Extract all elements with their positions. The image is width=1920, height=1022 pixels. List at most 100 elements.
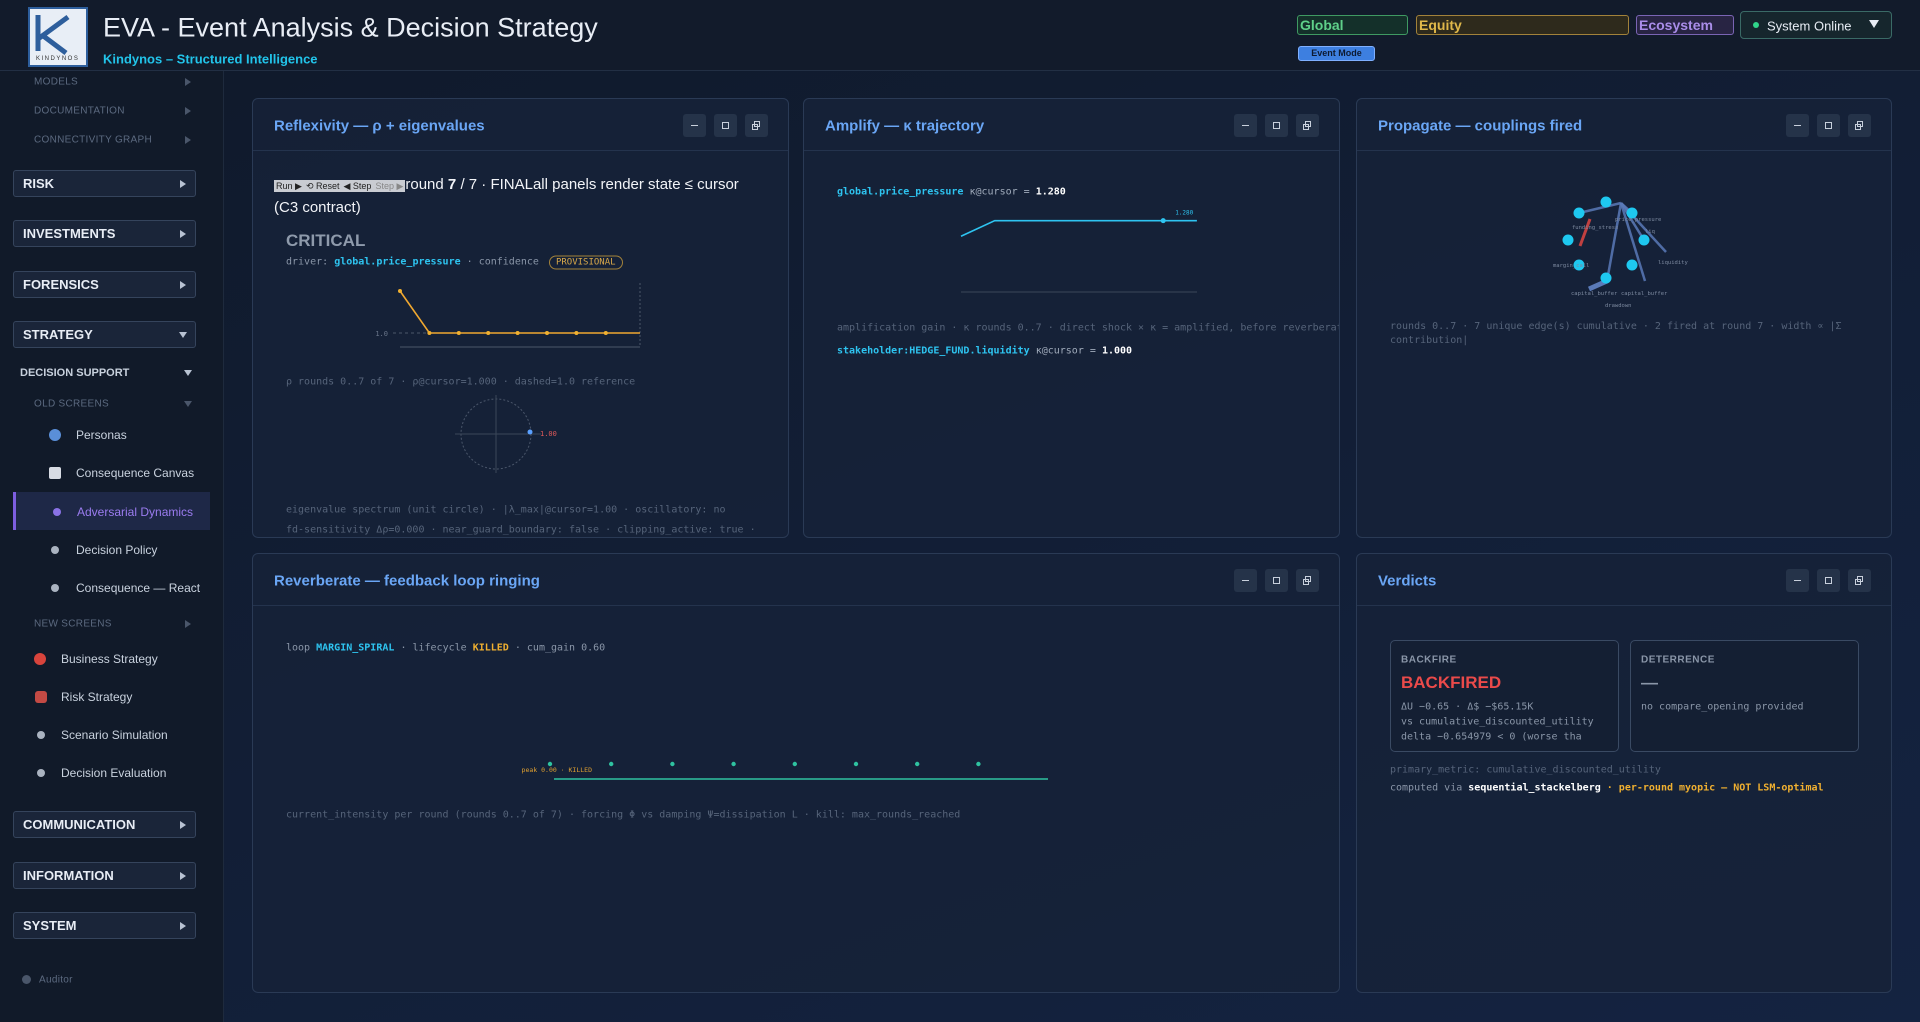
tab-global[interactable]: Global (1297, 15, 1408, 35)
nav-item[interactable]: Personas (76, 428, 127, 442)
nav-section[interactable]: INFORMATION (13, 862, 196, 889)
control-button[interactable]: Run ▶ (274, 180, 304, 192)
nav-arrow (180, 180, 186, 188)
panel: Amplify — κ trajectory global.price_pres… (803, 98, 1340, 538)
driver: global.price_pressure (334, 256, 461, 268)
intensity-dot (792, 761, 797, 767)
button-icon (1303, 124, 1309, 130)
nav-item[interactable]: Risk Strategy (61, 690, 133, 704)
nav-item[interactable]: Adversarial Dynamics (77, 505, 194, 519)
nav-section[interactable]: RISK (13, 170, 196, 197)
nav-item[interactable]: Business Strategy (61, 652, 158, 666)
nav-item[interactable]: Decision Policy (76, 543, 158, 557)
card-verdict: BACKFIRED (1401, 673, 1502, 692)
intensity-dot (915, 761, 920, 767)
status-box[interactable]: System Online (1740, 11, 1892, 39)
panel-button-min[interactable] (1786, 114, 1809, 137)
button-icon (1303, 579, 1309, 585)
nav-item[interactable]: Decision Evaluation (61, 766, 167, 780)
panel-button-min[interactable] (1234, 114, 1257, 137)
severity: CRITICAL (286, 231, 366, 250)
cursor-value: 1.280 (1035, 186, 1066, 198)
nav-link[interactable]: CONNECTIVITY GRAPH (34, 134, 153, 146)
panel-header: Verdicts (1357, 554, 1891, 606)
node (1638, 234, 1650, 246)
kappa-marker (1160, 218, 1166, 224)
card-line: ΔU −0.65 · Δ$ −$65.15K (1401, 701, 1534, 713)
nav-item[interactable]: Consequence Canvas (76, 466, 195, 480)
edge-fired (1578, 218, 1592, 247)
panel-button-max[interactable] (1817, 569, 1840, 592)
nav-section-label: RISK (23, 176, 55, 191)
button-icon (1855, 579, 1861, 585)
nav-section-label: INFORMATION (23, 868, 114, 883)
cursor-label: κ@cursor = (969, 186, 1030, 198)
node (1626, 259, 1638, 271)
panel-button-min[interactable] (683, 114, 706, 137)
panel: Reverberate — feedback loop ringing loop… (252, 553, 1340, 993)
control-button[interactable]: Step ▶ (373, 180, 406, 192)
node (1600, 196, 1612, 208)
nav-section[interactable]: STRATEGY (13, 321, 196, 348)
icon (49, 467, 61, 479)
nav-arrow (180, 281, 186, 289)
panel-button-max[interactable] (1817, 114, 1840, 137)
rho-dot (427, 331, 432, 335)
user-label[interactable]: Auditor (39, 974, 73, 986)
caption: amplification gain · κ rounds 0..7 · dir… (837, 322, 1340, 334)
logo-mark (35, 14, 70, 55)
nav-item[interactable]: Scenario Simulation (61, 728, 168, 742)
panel-button-pop[interactable] (1848, 569, 1871, 592)
nav-section[interactable]: SYSTEM (13, 912, 196, 939)
intensity-dot (731, 761, 736, 767)
control-button[interactable]: ◀ Step (341, 180, 374, 192)
subgroup-label[interactable]: OLD SCREENS (34, 398, 109, 410)
panel-header: Propagate — couplings fired (1357, 99, 1891, 151)
icon (53, 508, 61, 516)
panel-button-pop[interactable] (745, 114, 768, 137)
panel-button-max[interactable] (714, 114, 737, 137)
event-mode-button[interactable]: Event Mode (1298, 46, 1375, 61)
badge: PROVISIONAL (548, 255, 623, 270)
panel-title: Reflexivity — ρ + eigenvalues (274, 117, 485, 135)
tab-equity[interactable]: Equity (1416, 15, 1629, 35)
panel-button-min[interactable] (1786, 569, 1809, 592)
node (1573, 207, 1585, 219)
subgroup-label[interactable]: NEW SCREENS (34, 618, 112, 630)
nav-link[interactable]: MODELS (34, 76, 79, 88)
nav-section-label: STRATEGY (23, 327, 93, 342)
control-button[interactable]: ⟲ Reset (303, 180, 342, 192)
button-icon (752, 124, 758, 130)
nav-section-label: INVESTMENTS (23, 226, 116, 241)
computed-label: computed via (1390, 782, 1463, 794)
caption: ρ rounds 0..7 of 7 · ρ@cursor=1.000 · da… (286, 376, 636, 388)
nav-section-label: FORENSICS (23, 277, 99, 292)
nav-section[interactable]: FORENSICS (13, 271, 196, 298)
panel-title: Amplify — κ trajectory (825, 117, 985, 135)
nav-arrow (179, 332, 187, 338)
nav-link[interactable]: DOCUMENTATION (34, 105, 125, 117)
nav-section[interactable]: INVESTMENTS (13, 220, 196, 247)
group-label[interactable]: DECISION SUPPORT (20, 367, 130, 379)
panel-button-max[interactable] (1265, 569, 1288, 592)
nav-section[interactable]: COMMUNICATION (13, 811, 196, 838)
button-icon (1825, 122, 1832, 129)
nav-item[interactable]: Consequence — React (76, 581, 201, 595)
intensity-dot (670, 761, 675, 767)
panel-button-max[interactable] (1265, 114, 1288, 137)
loop-label: loop (286, 642, 311, 654)
panel-header: Reverberate — feedback loop ringing (253, 554, 1339, 606)
node (1562, 234, 1574, 246)
panel-title: Verdicts (1378, 572, 1437, 590)
tab-ecosystem[interactable]: Ecosystem (1636, 15, 1734, 35)
panel-title: Propagate — couplings fired (1378, 117, 1583, 135)
panel-button-pop[interactable] (1848, 114, 1871, 137)
icon (34, 653, 46, 665)
icon (49, 429, 61, 441)
panel-button-pop[interactable] (1296, 114, 1319, 137)
panel-button-min[interactable] (1234, 569, 1257, 592)
contract-note: all panels render state ≤ cursor (C3 con… (274, 176, 739, 216)
button-icon (1857, 576, 1863, 582)
panel-button-pop[interactable] (1296, 569, 1319, 592)
